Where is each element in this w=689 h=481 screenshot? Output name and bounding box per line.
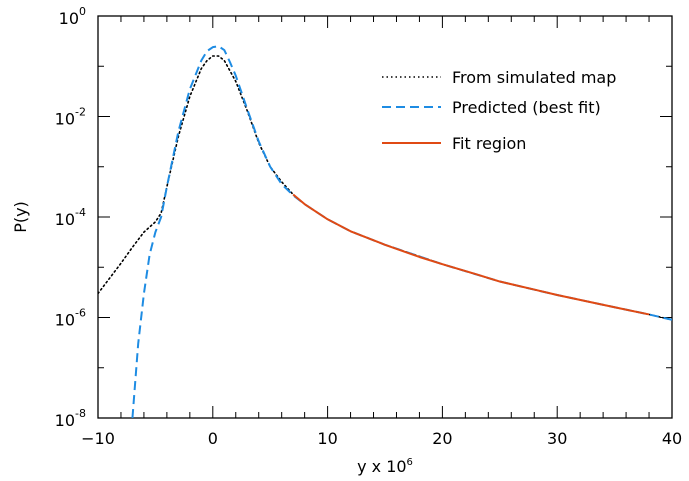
x-tick-label: 20 bbox=[432, 429, 452, 448]
series-line-solid bbox=[292, 193, 650, 316]
series-lines bbox=[98, 45, 672, 418]
series-line-dashed bbox=[131, 45, 672, 418]
x-tick-label: 30 bbox=[547, 429, 567, 448]
y-tick-label: 10-4 bbox=[55, 206, 86, 229]
y-tick-label: 10-8 bbox=[55, 407, 86, 430]
x-tick-label: 10 bbox=[317, 429, 337, 448]
legend-label: Fit region bbox=[452, 134, 526, 153]
x-tick-label: −10 bbox=[81, 429, 115, 448]
y-tick-label: 10-2 bbox=[55, 106, 86, 129]
x-tick-label: 40 bbox=[662, 429, 682, 448]
legend: From simulated map Predicted (best fit) Fi… bbox=[382, 68, 616, 153]
x-axis-label: y x 106 bbox=[357, 457, 413, 476]
series-line-dotted bbox=[98, 55, 672, 321]
y-tick-label: 10-6 bbox=[55, 307, 86, 330]
axes: −10 0 10 20 30 40 100 10-2 10-4 10-6 10-8 bbox=[55, 5, 683, 448]
x-tick-label: 0 bbox=[208, 429, 218, 448]
y-axis-label: P(y) bbox=[11, 201, 30, 233]
legend-label: From simulated map bbox=[452, 68, 616, 87]
y-tick-label: 100 bbox=[59, 5, 86, 28]
legend-label: Predicted (best fit) bbox=[452, 98, 601, 117]
